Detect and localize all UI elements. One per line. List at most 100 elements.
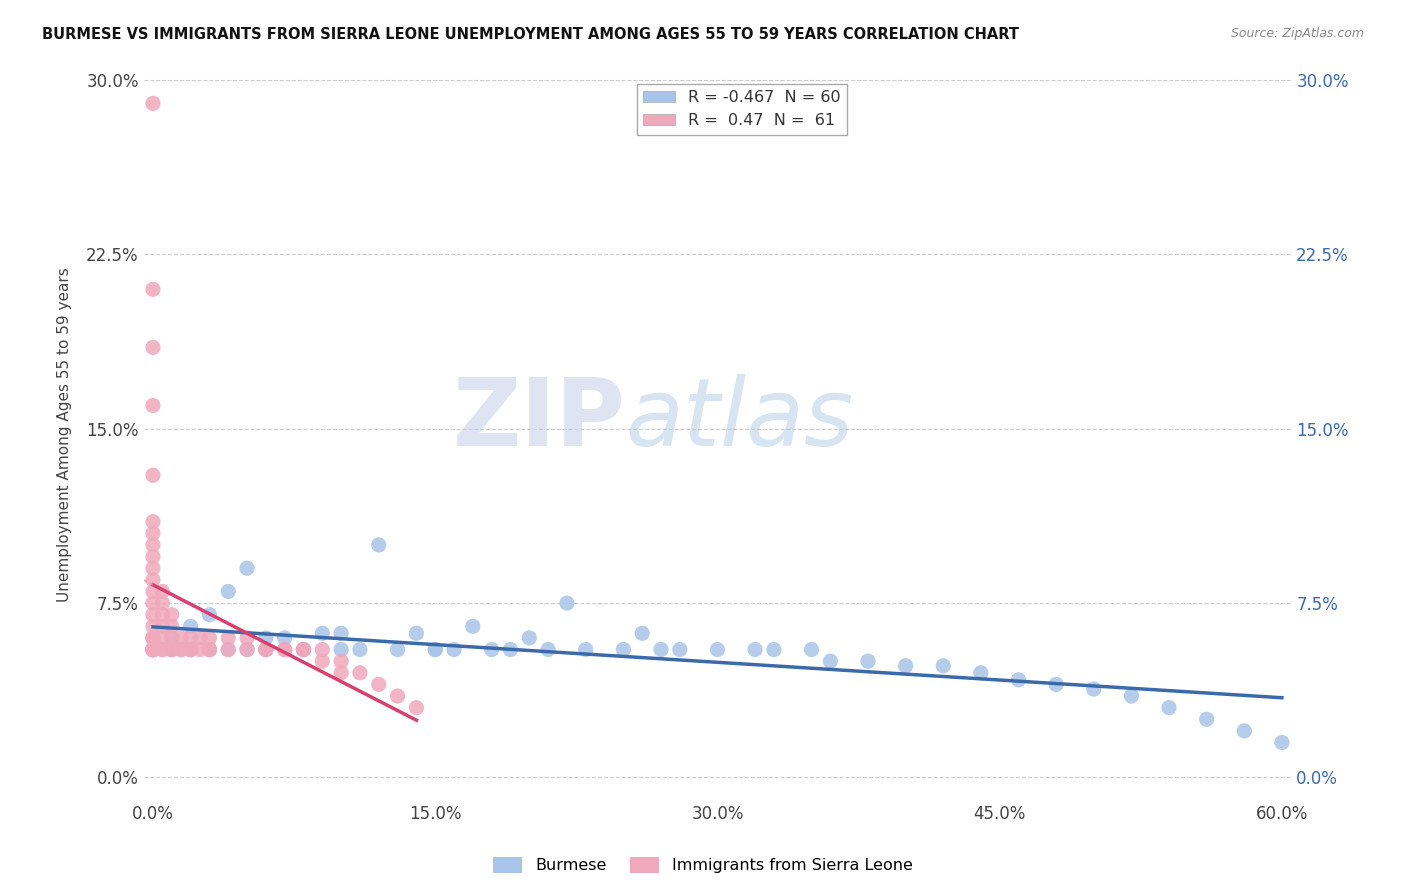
Point [142, 642, 165, 657]
Point [254, 642, 277, 657]
Point [1007, 673, 1029, 687]
Point [142, 596, 165, 610]
Point [481, 642, 503, 657]
Point [292, 642, 315, 657]
Point [150, 642, 173, 657]
Point [150, 619, 173, 633]
Point [405, 626, 427, 640]
Point [142, 584, 165, 599]
Point [631, 626, 654, 640]
Point [142, 399, 165, 413]
Point [180, 642, 202, 657]
Point [198, 607, 221, 622]
Point [142, 340, 165, 354]
Legend: R = -0.467  N = 60, R =  0.47  N =  61: R = -0.467 N = 60, R = 0.47 N = 61 [637, 84, 848, 135]
Point [142, 96, 165, 111]
Point [800, 642, 823, 657]
Point [292, 642, 315, 657]
Point [311, 642, 333, 657]
Point [669, 642, 692, 657]
Point [142, 631, 165, 645]
Point [142, 515, 165, 529]
Point [273, 642, 295, 657]
Point [142, 642, 165, 657]
Point [160, 607, 183, 622]
Point [142, 642, 165, 657]
Point [142, 642, 165, 657]
Text: atlas: atlas [626, 375, 853, 466]
Point [198, 642, 221, 657]
Point [517, 631, 540, 645]
Point [142, 538, 165, 552]
Point [180, 642, 202, 657]
Point [142, 631, 165, 645]
Point [820, 654, 842, 668]
Point [160, 642, 183, 657]
Point [1271, 735, 1294, 749]
Text: Source: ZipAtlas.com: Source: ZipAtlas.com [1230, 27, 1364, 40]
Text: BURMESE VS IMMIGRANTS FROM SIERRA LEONE UNEMPLOYMENT AMONG AGES 55 TO 59 YEARS C: BURMESE VS IMMIGRANTS FROM SIERRA LEONE … [42, 27, 1019, 42]
Point [349, 642, 371, 657]
Point [198, 642, 221, 657]
Point [188, 642, 211, 657]
Point [160, 631, 183, 645]
Point [894, 658, 917, 673]
Point [461, 619, 484, 633]
Point [142, 631, 165, 645]
Point [180, 642, 202, 657]
Point [254, 642, 277, 657]
Point [142, 561, 165, 575]
Point [330, 642, 353, 657]
Point [150, 642, 173, 657]
Point [217, 584, 239, 599]
Point [142, 642, 165, 657]
Point [160, 631, 183, 645]
Point [142, 619, 165, 633]
Point [150, 607, 173, 622]
Text: ZIP: ZIP [453, 374, 626, 466]
Point [273, 631, 295, 645]
Point [142, 642, 165, 657]
Point [142, 468, 165, 483]
Point [405, 700, 427, 714]
Point [180, 619, 202, 633]
Point [188, 631, 211, 645]
Point [425, 642, 447, 657]
Point [217, 642, 239, 657]
Point [142, 642, 165, 657]
Point [387, 642, 409, 657]
Point [499, 642, 522, 657]
Point [425, 642, 447, 657]
Point [856, 654, 879, 668]
Point [367, 538, 389, 552]
Point [537, 642, 560, 657]
Point [1083, 681, 1105, 696]
Point [1045, 677, 1067, 691]
Point [180, 642, 202, 657]
Point [180, 631, 202, 645]
Point [744, 642, 766, 657]
Point [236, 642, 259, 657]
Point [1157, 700, 1180, 714]
Point [160, 642, 183, 657]
Point [198, 631, 221, 645]
Point [142, 573, 165, 587]
Point [170, 631, 193, 645]
Point [254, 642, 277, 657]
Point [349, 665, 371, 680]
Point [160, 642, 183, 657]
Point [142, 282, 165, 296]
Point [236, 631, 259, 645]
Point [170, 642, 193, 657]
Point [142, 642, 165, 657]
Point [160, 642, 183, 657]
Point [387, 689, 409, 703]
Point [198, 642, 221, 657]
Point [217, 642, 239, 657]
Point [706, 642, 728, 657]
Point [330, 654, 353, 668]
Point [273, 642, 295, 657]
Point [236, 642, 259, 657]
Point [142, 526, 165, 541]
Point [142, 549, 165, 564]
